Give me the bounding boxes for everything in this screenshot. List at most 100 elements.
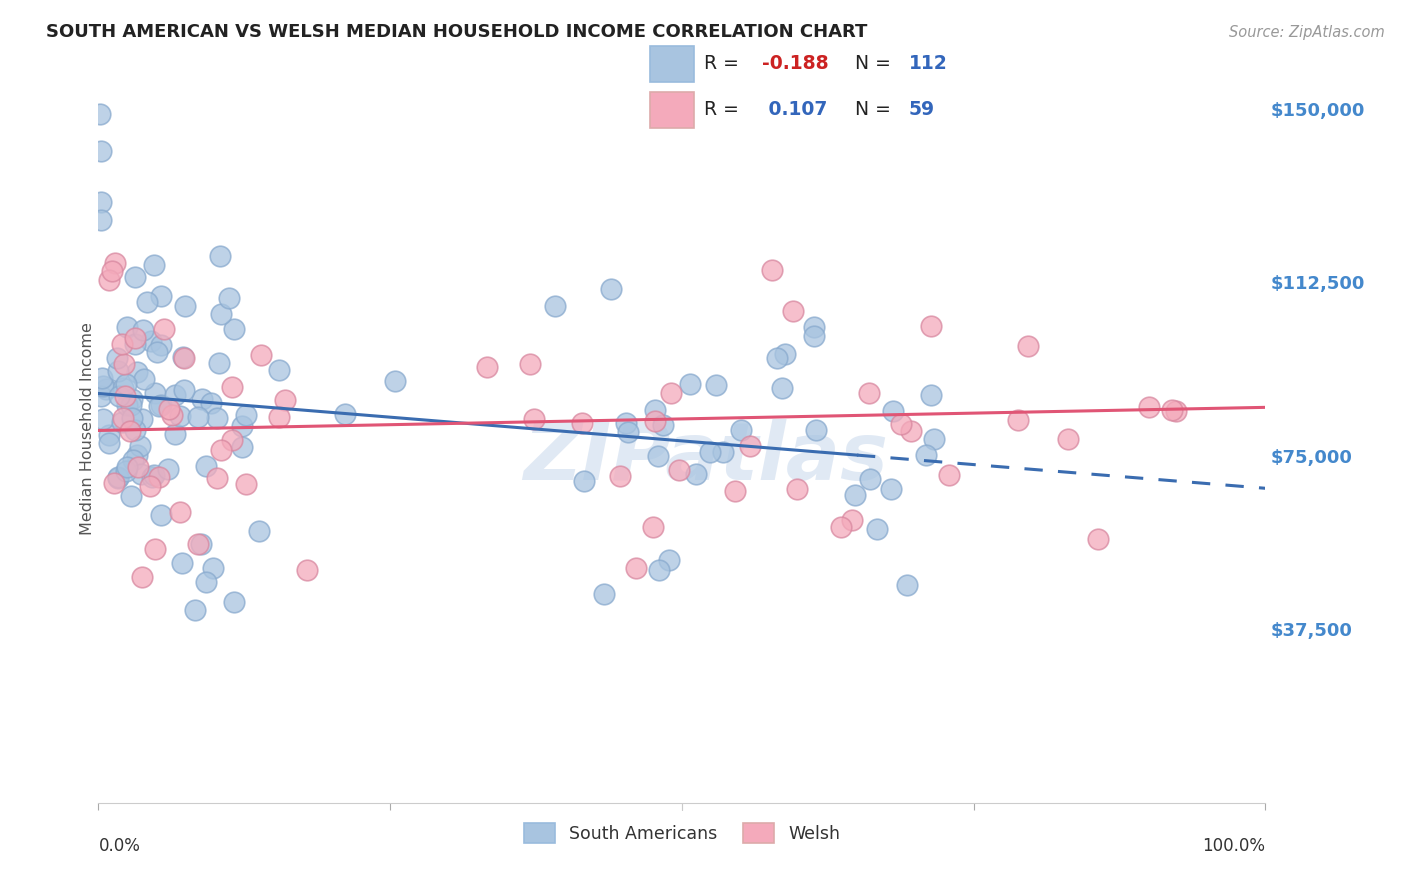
- Point: [1161, 402, 1184, 417]
- Point: [90, 370, 112, 384]
- Point: [89, 106, 111, 120]
- Point: [169, 505, 191, 519]
- Point: [112, 411, 135, 425]
- Text: -0.188: -0.188: [762, 54, 828, 73]
- Point: [207, 410, 229, 425]
- Point: [150, 289, 173, 303]
- Point: [920, 318, 942, 333]
- Point: [90, 213, 112, 227]
- Point: [880, 482, 903, 496]
- Point: [149, 337, 172, 351]
- Point: [830, 520, 852, 534]
- Point: [685, 467, 707, 482]
- Point: [114, 377, 136, 392]
- Point: [202, 561, 225, 575]
- Point: [129, 439, 152, 453]
- Point: [1087, 532, 1109, 546]
- Point: [121, 411, 143, 425]
- Point: [105, 351, 128, 365]
- Point: [94, 383, 117, 397]
- Point: [112, 382, 135, 396]
- Point: [163, 426, 186, 441]
- Point: [924, 432, 946, 446]
- Text: R =: R =: [704, 54, 745, 73]
- Point: [163, 388, 186, 402]
- Point: [738, 439, 761, 453]
- Point: [103, 476, 125, 491]
- Point: [231, 418, 253, 433]
- Point: [699, 444, 721, 458]
- Point: [221, 433, 243, 447]
- Point: [129, 467, 152, 481]
- Point: [519, 357, 541, 371]
- Point: [609, 468, 631, 483]
- Point: [866, 522, 889, 536]
- Point: [658, 553, 681, 567]
- Point: [1057, 432, 1080, 446]
- Point: [111, 337, 134, 351]
- Point: [115, 460, 138, 475]
- Point: [107, 469, 129, 483]
- Point: [1017, 339, 1039, 353]
- Point: [704, 378, 727, 392]
- Point: [211, 307, 233, 321]
- Point: [187, 409, 209, 424]
- Point: [160, 408, 183, 422]
- Point: [101, 264, 124, 278]
- Point: [142, 468, 165, 483]
- Text: 112: 112: [908, 54, 948, 73]
- Point: [803, 329, 825, 343]
- Point: [184, 603, 207, 617]
- Point: [173, 351, 195, 366]
- Point: [143, 541, 166, 556]
- Legend: South Americans, Welsh: South Americans, Welsh: [516, 816, 848, 850]
- Point: [730, 423, 752, 437]
- Point: [804, 423, 827, 437]
- Text: ZIPatlas: ZIPatlas: [523, 419, 887, 497]
- Point: [222, 595, 245, 609]
- Point: [221, 380, 243, 394]
- Point: [124, 336, 146, 351]
- Point: [174, 299, 197, 313]
- Point: [724, 484, 747, 499]
- Point: [679, 377, 702, 392]
- Point: [98, 436, 121, 450]
- Point: [644, 403, 666, 417]
- Point: [914, 448, 936, 462]
- Point: [209, 443, 232, 458]
- Text: 100.0%: 100.0%: [1202, 837, 1265, 855]
- Point: [107, 471, 129, 485]
- Point: [153, 322, 176, 336]
- Point: [107, 364, 129, 378]
- Point: [97, 273, 120, 287]
- Point: [651, 418, 673, 433]
- Text: 59: 59: [908, 100, 935, 119]
- Point: [115, 398, 138, 412]
- Bar: [651, 92, 693, 128]
- Point: [131, 570, 153, 584]
- Point: [124, 270, 146, 285]
- Point: [148, 400, 170, 414]
- Point: [267, 362, 290, 376]
- Point: [269, 410, 291, 425]
- Point: [132, 323, 155, 337]
- Point: [1007, 413, 1029, 427]
- Point: [169, 409, 191, 423]
- Point: [544, 300, 567, 314]
- Point: [668, 463, 690, 477]
- Point: [195, 458, 218, 473]
- Point: [938, 467, 960, 482]
- Point: [120, 489, 142, 503]
- Point: [644, 414, 666, 428]
- Point: [297, 563, 319, 577]
- Point: [124, 423, 146, 437]
- Point: [138, 479, 160, 493]
- Point: [90, 389, 112, 403]
- Y-axis label: Median Household Income: Median Household Income: [80, 322, 94, 534]
- Point: [107, 389, 129, 403]
- Text: SOUTH AMERICAN VS WELSH MEDIAN HOUSEHOLD INCOME CORRELATION CHART: SOUTH AMERICAN VS WELSH MEDIAN HOUSEHOLD…: [46, 23, 868, 41]
- Point: [572, 474, 595, 488]
- Point: [250, 348, 273, 362]
- Point: [920, 388, 942, 402]
- Point: [218, 291, 240, 305]
